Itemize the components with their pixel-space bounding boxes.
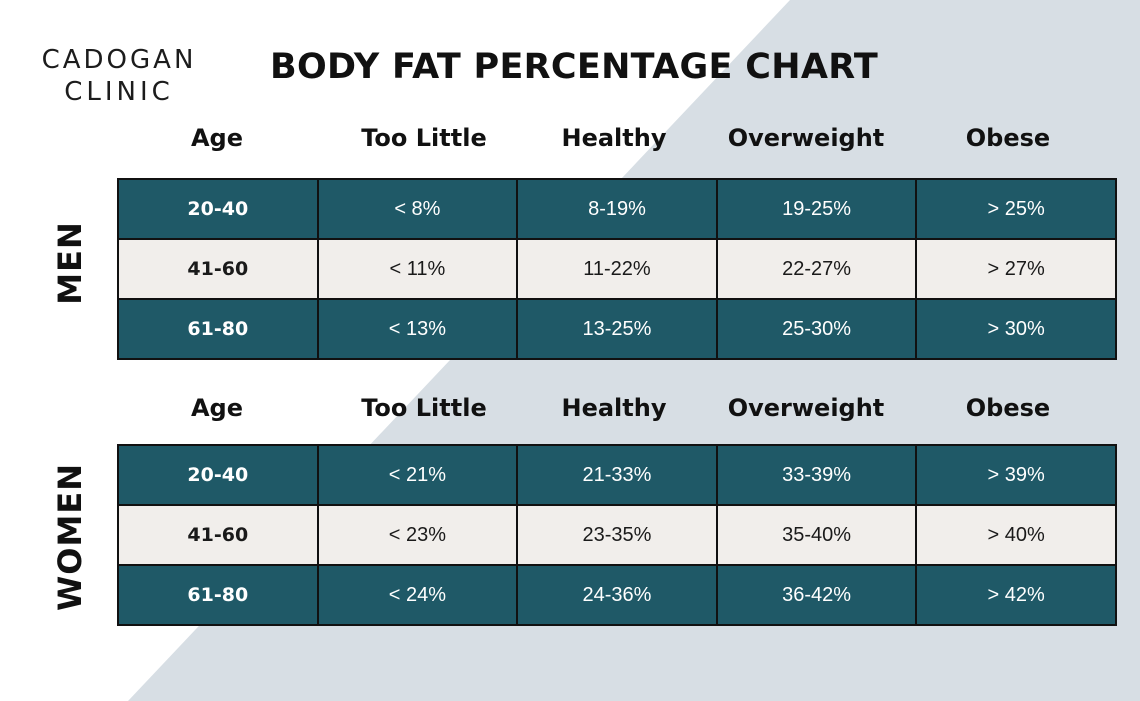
column-header-too-little: Too Little — [361, 124, 487, 152]
column-header-age: Age — [190, 394, 244, 422]
age-cell: 41-60 — [117, 238, 319, 300]
column-header-too-little: Too Little — [361, 394, 487, 422]
column-header-age: Age — [190, 124, 244, 152]
obese-cell: > 40% — [915, 504, 1117, 566]
age-cell: 20-40 — [117, 444, 319, 506]
overweight-cell: 25-30% — [715, 298, 918, 360]
table-row: 41-60 < 23% 23-35% 35-40% > 40% — [117, 504, 1117, 566]
table-row: 20-40 < 21% 21-33% 33-39% > 39% — [117, 444, 1117, 506]
too-little-cell: < 11% — [316, 238, 519, 300]
men-table: 20-40 < 8% 8-19% 19-25% > 25% 41-60 < 11… — [117, 178, 1117, 360]
table-row: 61-80 < 13% 13-25% 25-30% > 30% — [117, 298, 1117, 360]
obese-cell: > 25% — [915, 178, 1117, 240]
column-header-obese: Obese — [965, 394, 1051, 422]
obese-cell: > 27% — [915, 238, 1117, 300]
age-cell: 41-60 — [117, 504, 319, 566]
column-header-obese: Obese — [965, 124, 1051, 152]
healthy-cell: 23-35% — [516, 504, 718, 566]
table-row: 20-40 < 8% 8-19% 19-25% > 25% — [117, 178, 1117, 240]
women-table: 20-40 < 21% 21-33% 33-39% > 39% 41-60 < … — [117, 444, 1117, 626]
healthy-cell: 8-19% — [516, 178, 718, 240]
age-cell: 20-40 — [117, 178, 319, 240]
group-label-women: WOMEN — [51, 463, 89, 611]
column-header-healthy: Healthy — [561, 394, 667, 422]
women-header-row: Age Too Little Healthy Overweight Obese — [117, 388, 1117, 428]
column-header-healthy: Healthy — [561, 124, 667, 152]
healthy-cell: 11-22% — [516, 238, 718, 300]
healthy-cell: 21-33% — [516, 444, 718, 506]
overweight-cell: 22-27% — [715, 238, 918, 300]
healthy-cell: 13-25% — [516, 298, 718, 360]
age-cell: 61-80 — [117, 298, 319, 360]
overweight-cell: 36-42% — [715, 564, 918, 626]
too-little-cell: < 8% — [316, 178, 519, 240]
column-header-overweight: Overweight — [727, 124, 885, 152]
chart-title: BODY FAT PERCENTAGE CHART — [270, 47, 879, 87]
table-row: 41-60 < 11% 11-22% 22-27% > 27% — [117, 238, 1117, 300]
overweight-cell: 33-39% — [715, 444, 918, 506]
age-cell: 61-80 — [117, 564, 319, 626]
clinic-logo: CADOGAN CLINIC — [34, 44, 204, 108]
healthy-cell: 24-36% — [516, 564, 718, 626]
table-row: 61-80 < 24% 24-36% 36-42% > 42% — [117, 564, 1117, 626]
too-little-cell: < 23% — [316, 504, 519, 566]
obese-cell: > 39% — [915, 444, 1117, 506]
obese-cell: > 42% — [915, 564, 1117, 626]
men-header-row: Age Too Little Healthy Overweight Obese — [117, 118, 1117, 158]
logo-line-2: CLINIC — [64, 77, 174, 107]
logo-line-1: CADOGAN — [41, 45, 197, 75]
too-little-cell: < 24% — [316, 564, 519, 626]
too-little-cell: < 21% — [316, 444, 519, 506]
obese-cell: > 30% — [915, 298, 1117, 360]
too-little-cell: < 13% — [316, 298, 519, 360]
overweight-cell: 19-25% — [715, 178, 918, 240]
column-header-overweight: Overweight — [727, 394, 885, 422]
group-label-men: MEN — [51, 221, 89, 305]
overweight-cell: 35-40% — [715, 504, 918, 566]
